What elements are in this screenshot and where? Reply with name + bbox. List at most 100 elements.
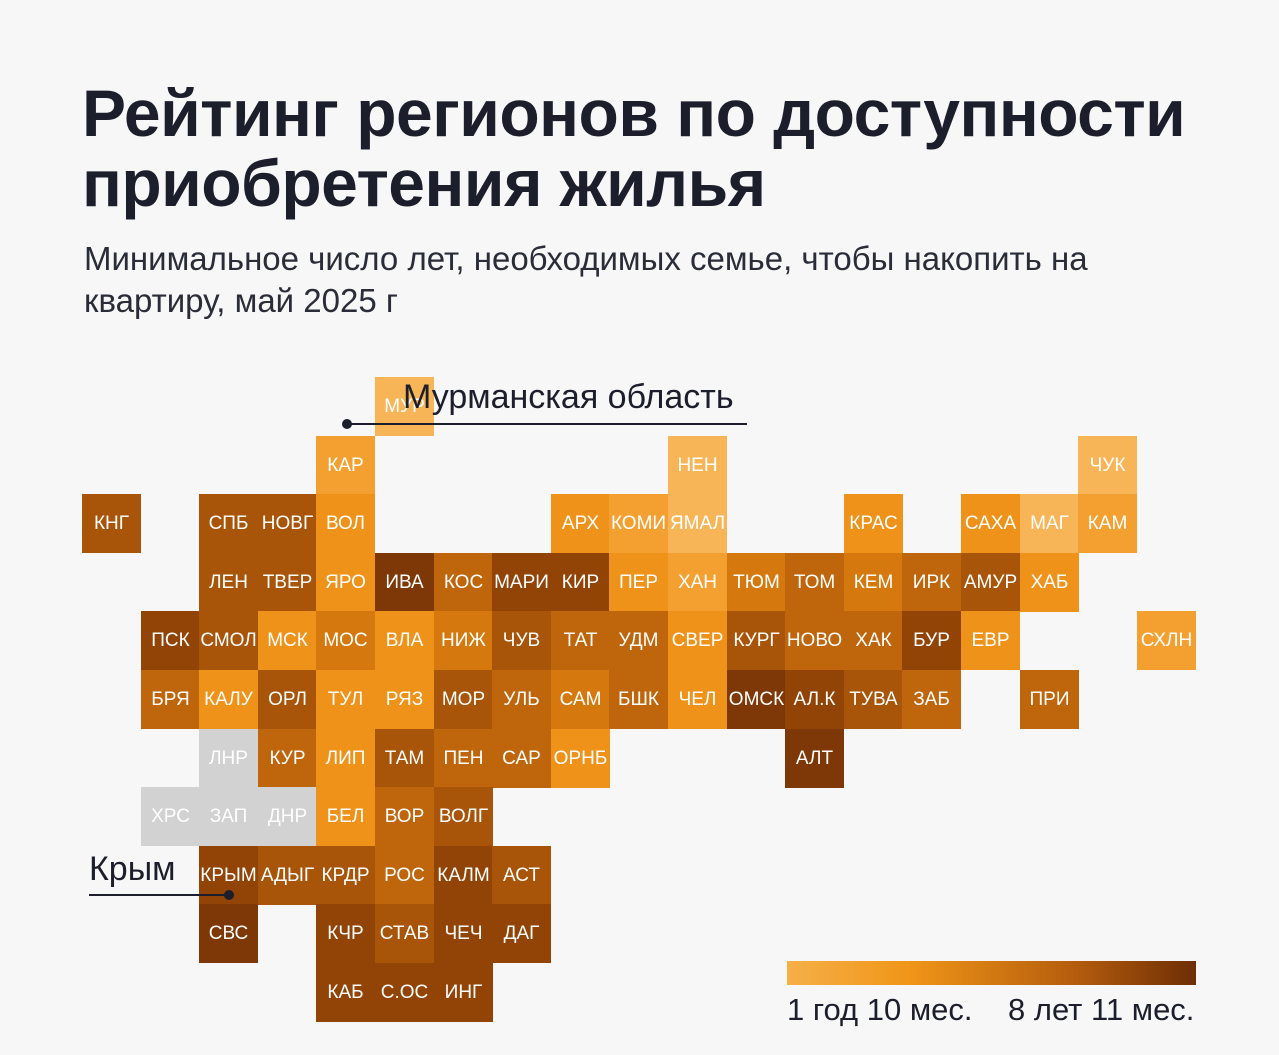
region-tile-ирк: ИРК <box>902 553 961 612</box>
region-tile-пен: ПЕН <box>434 729 493 788</box>
region-tile-ново: НОВО <box>785 611 844 670</box>
region-tile-заб: ЗАБ <box>902 670 961 729</box>
region-tile-ряз: РЯЗ <box>375 670 434 729</box>
region-tile-алт: АЛТ <box>785 729 844 788</box>
region-tile-чел: ЧЕЛ <box>668 670 727 729</box>
region-tile-вла: ВЛА <box>375 611 434 670</box>
region-tile-при: ПРИ <box>1020 670 1079 729</box>
region-tile-кир: КИР <box>551 553 610 612</box>
region-tile-кчр: КЧР <box>316 904 375 963</box>
region-tile-алк: АЛ.К <box>785 670 844 729</box>
region-tile-хаб: ХАБ <box>1020 553 1079 612</box>
region-tile-мск: МСК <box>258 611 317 670</box>
legend-max-label: 8 лет 11 мес. <box>1008 992 1195 1027</box>
region-tile-сос: С.ОС <box>375 963 434 1022</box>
region-tile-чув: ЧУВ <box>492 611 551 670</box>
region-tile-ниж: НИЖ <box>434 611 493 670</box>
region-tile-даг: ДАГ <box>492 904 551 963</box>
region-tile-том: ТОМ <box>785 553 844 612</box>
region-tile-сар: САР <box>492 729 551 788</box>
region-tile-новг: НОВГ <box>258 494 317 553</box>
region-tile-днр: ДНР <box>258 787 317 846</box>
region-tile-кам: КАМ <box>1078 494 1137 553</box>
region-tile-сам: САМ <box>551 670 610 729</box>
region-tile-лен: ЛЕН <box>199 553 258 612</box>
region-tile-ямал: ЯМАЛ <box>668 494 727 553</box>
region-tile-мур: МУР <box>375 377 434 436</box>
callout-crimea-dot <box>224 890 234 900</box>
region-tile-хрс: ХРС <box>141 787 200 846</box>
region-tile-пер: ПЕР <box>609 553 668 612</box>
region-tile-орнб: ОРНБ <box>551 729 610 788</box>
region-tile-ива: ИВА <box>375 553 434 612</box>
region-tile-спб: СПБ <box>199 494 258 553</box>
region-tile-амур: АМУР <box>961 553 1020 612</box>
callout-crimea-line <box>89 894 229 896</box>
region-tile-схлн: СХЛН <box>1137 611 1196 670</box>
region-tile-кург: КУРГ <box>727 611 786 670</box>
region-tile-чук: ЧУК <box>1078 436 1137 495</box>
region-tile-кос: КОС <box>434 553 493 612</box>
callout-murmansk-dot <box>342 419 352 429</box>
region-tile-бур: БУР <box>902 611 961 670</box>
region-tile-саха: САХА <box>961 494 1020 553</box>
region-tile-пск: ПСК <box>141 611 200 670</box>
region-tile-лнр: ЛНР <box>199 729 258 788</box>
legend-min-label: 1 год 10 мес. <box>787 992 973 1027</box>
region-tile-вол: ВОЛ <box>316 494 375 553</box>
region-tile-крас: КРАС <box>844 494 903 553</box>
page-title: Рейтинг регионов по доступности приобрет… <box>82 76 1186 220</box>
region-tile-адыг: АДЫГ <box>258 846 317 905</box>
region-tile-зап: ЗАП <box>199 787 258 846</box>
region-tile-мос: МОС <box>316 611 375 670</box>
callout-murmansk-label: Мурманская область <box>403 378 734 416</box>
region-tile-крдр: КРДР <box>316 846 375 905</box>
region-tile-удм: УДМ <box>609 611 668 670</box>
region-tile-лип: ЛИП <box>316 729 375 788</box>
region-tile-там: ТАМ <box>375 729 434 788</box>
region-tile-бел: БЕЛ <box>316 787 375 846</box>
legend-gradient-bar <box>787 961 1196 985</box>
region-tile-бшк: БШК <box>609 670 668 729</box>
region-tile-хак: ХАК <box>844 611 903 670</box>
region-tile-свс: СВС <box>199 904 258 963</box>
region-tile-уль: УЛЬ <box>492 670 551 729</box>
page-subtitle: Минимальное число лет, необходимых семье… <box>84 240 1088 319</box>
region-tile-омск: ОМСК <box>727 670 786 729</box>
region-tile-тул: ТУЛ <box>316 670 375 729</box>
region-tile-свер: СВЕР <box>668 611 727 670</box>
region-tile-кем: КЕМ <box>844 553 903 612</box>
region-tile-вор: ВОР <box>375 787 434 846</box>
region-tile-тюм: ТЮМ <box>727 553 786 612</box>
region-tile-коми: КОМИ <box>609 494 668 553</box>
region-tile-маг: МАГ <box>1020 494 1079 553</box>
region-tile-став: СТАВ <box>375 904 434 963</box>
region-tile-кнг: КНГ <box>82 494 141 553</box>
region-tile-кар: КАР <box>316 436 375 495</box>
region-tile-яро: ЯРО <box>316 553 375 612</box>
region-tile-каб: КАБ <box>316 963 375 1022</box>
region-tile-хан: ХАН <box>668 553 727 612</box>
region-tile-бря: БРЯ <box>141 670 200 729</box>
region-tile-калу: КАЛУ <box>199 670 258 729</box>
region-tile-евр: ЕВР <box>961 611 1020 670</box>
region-tile-тат: ТАТ <box>551 611 610 670</box>
region-tile-калм: КАЛМ <box>434 846 493 905</box>
region-tile-рос: РОС <box>375 846 434 905</box>
region-tile-кур: КУР <box>258 729 317 788</box>
callout-murmansk-line <box>347 423 747 425</box>
region-tile-нен: НЕН <box>668 436 727 495</box>
region-tile-мари: МАРИ <box>492 553 551 612</box>
region-tile-мор: МОР <box>434 670 493 729</box>
region-tile-тува: ТУВА <box>844 670 903 729</box>
region-tile-инг: ИНГ <box>434 963 493 1022</box>
region-tile-твер: ТВЕР <box>258 553 317 612</box>
region-tile-орл: ОРЛ <box>258 670 317 729</box>
region-tile-чеч: ЧЕЧ <box>434 904 493 963</box>
region-tile-смол: СМОЛ <box>199 611 258 670</box>
region-tile-волг: ВОЛГ <box>434 787 493 846</box>
region-tile-арх: АРХ <box>551 494 610 553</box>
region-tile-аст: АСТ <box>492 846 551 905</box>
callout-crimea-label: Крым <box>89 850 176 888</box>
